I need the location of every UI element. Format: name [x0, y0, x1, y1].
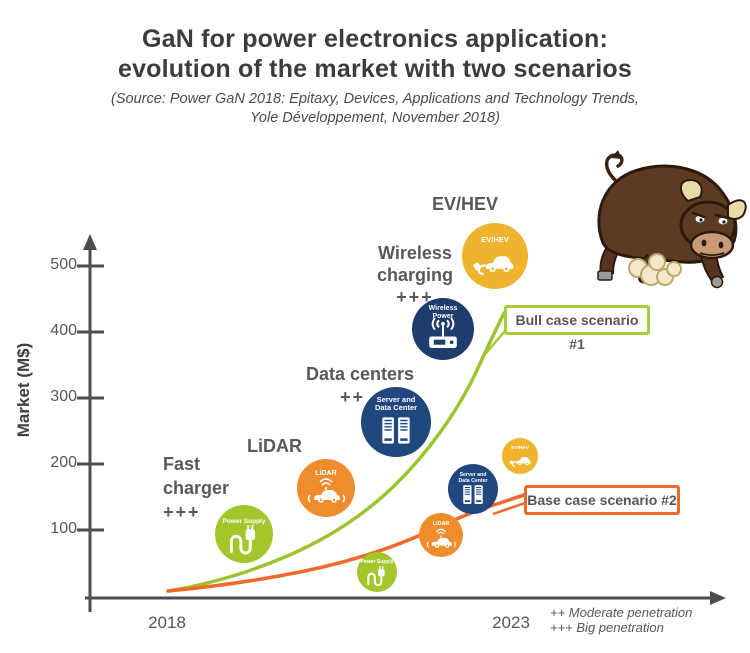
- wireless-bubble-label: Wireless Power: [415, 305, 471, 320]
- penetration-legend: ++ Moderate penetration +++ Big penetrat…: [550, 605, 692, 635]
- bull-case-curve: [166, 311, 506, 593]
- title-line-1: GaN for power electronics application:: [141, 25, 609, 53]
- y-tick-500: 500: [50, 256, 77, 273]
- y-axis-arrow-icon: [83, 234, 97, 250]
- y-tick-200: 200: [50, 454, 77, 471]
- page-title: GaN for power electronics application: e…: [0, 24, 750, 84]
- y-tick-100: 100: [50, 520, 77, 537]
- bull-illustration-icon: [597, 150, 747, 289]
- x-tick-2018: 2018: [148, 613, 186, 632]
- power-supply-bubble-small-label: Power Supply: [360, 559, 394, 565]
- data-centers-penetration: ++: [340, 387, 366, 407]
- base-case-curve: [166, 492, 530, 593]
- evhev-label: EV/HEV: [432, 194, 499, 214]
- bull-callout-pointer: [485, 330, 506, 354]
- x-tick-2023: 2023: [492, 613, 530, 632]
- lidar-label: LiDAR: [247, 436, 302, 456]
- server-bubble-small-line2: Data Center: [458, 477, 488, 484]
- server-bubble-large: [361, 387, 431, 457]
- wireless-bubble-line2: Power: [432, 312, 454, 320]
- lidar-bubble-label: LiDAR: [315, 470, 337, 477]
- dust-cloud-icon: [628, 253, 682, 286]
- legend-moderate: ++ Moderate penetration: [550, 605, 693, 620]
- source-line-2: Yole Développement, November 2018): [250, 110, 500, 126]
- fast-charger-line1: Fast: [163, 454, 201, 474]
- fast-charger-penetration: +++: [163, 502, 201, 522]
- evhev-bubble-small: [502, 438, 538, 474]
- y-tick-300: 300: [50, 388, 77, 405]
- server-bubble-small: [448, 464, 498, 514]
- source-citation: (Source: Power GaN 2018: Epitaxy, Device…: [0, 90, 750, 128]
- base-case-callout: Base case scenario #2: [524, 485, 680, 515]
- data-centers-label: Data centers: [306, 364, 415, 384]
- y-tick-400: 400: [50, 322, 77, 339]
- x-axis-arrow-icon: [710, 591, 726, 605]
- server-bubble-small-label: Server and Data Center: [447, 472, 499, 484]
- wireless-line2: charging: [376, 265, 453, 285]
- source-line-1: (Source: Power GaN 2018: Epitaxy, Device…: [111, 91, 639, 107]
- fast-charger-line2: charger: [163, 478, 230, 498]
- power-supply-bubble-label: Power Supply: [222, 518, 266, 525]
- title-line-2: evolution of the market with two scenari…: [117, 55, 633, 83]
- y-axis: [77, 234, 104, 612]
- wireless-line1: Wireless: [378, 243, 452, 263]
- server-bubble-line2: Data Center: [374, 403, 418, 413]
- server-bubble-label: Server and Data Center: [364, 395, 428, 413]
- wireless-penetration: +++: [396, 287, 434, 307]
- base-callout-pointer: [492, 501, 526, 516]
- power-supply-bubble-small: [357, 552, 397, 592]
- wireless-bubble-line1: Wireless: [428, 305, 458, 312]
- power-supply-bubble-large: [215, 505, 273, 563]
- wireless-charging-label: Wireless charging +++: [374, 242, 456, 308]
- legend-big: +++ Big penetration: [550, 620, 664, 635]
- lidar-bubble-small: [419, 513, 463, 557]
- lidar-bubble-small-label: LiDAR: [432, 521, 450, 527]
- evhev-bubble-small-label: EV/HEV: [511, 446, 529, 451]
- server-bubble-small-line1: Server and: [459, 472, 487, 478]
- server-bubble-line1: Server and: [376, 395, 416, 404]
- bull-case-callout: Bull case scenario #1: [504, 305, 650, 352]
- evhev-bubble-large: [462, 223, 528, 289]
- evhev-bubble-label: EV/HEV: [481, 235, 509, 244]
- fast-charger-label: Fast charger +++: [163, 452, 229, 524]
- x-axis: [85, 591, 726, 605]
